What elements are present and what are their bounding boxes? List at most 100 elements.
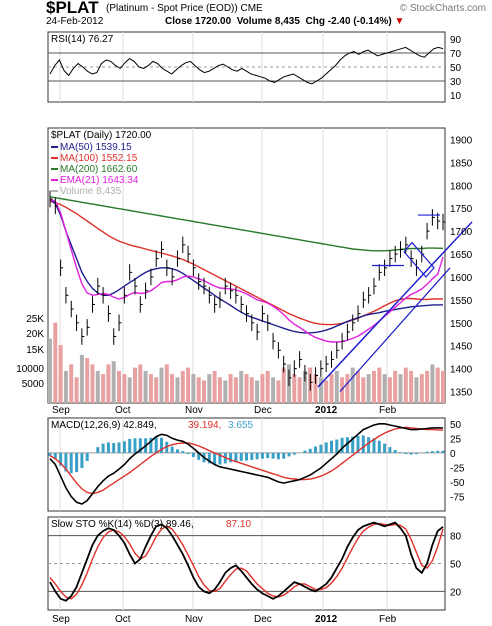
volume-bar-25 — [180, 370, 185, 403]
macd-hist-bar-36 — [239, 452, 243, 461]
volume-bar-64 — [387, 377, 392, 403]
rsi-line — [49, 46, 444, 85]
volume-bar-34 — [228, 374, 233, 403]
chart-header: $PLAT (Platinum - Spot Price (EOD)) CME … — [0, 0, 492, 30]
macd-hist-bar-67 — [404, 452, 408, 455]
volume-tick-label-2: 15K — [26, 345, 44, 356]
volume-bar-72 — [430, 364, 435, 403]
macd-tick-label-0: 50 — [450, 420, 462, 431]
macd-hist-bar-50 — [314, 446, 317, 453]
volume-bar-22 — [164, 364, 169, 403]
legend-item-2: MA(200) 1662.60 — [60, 164, 138, 175]
macd-hist-bar-32 — [218, 452, 222, 465]
price-x-label-0: Sep — [52, 405, 70, 416]
volume-bar-10 — [101, 374, 106, 403]
volume-bar-2 — [58, 345, 63, 403]
volume-bar-17 — [138, 364, 143, 403]
macd-hist-bar-49 — [308, 448, 312, 453]
macd-hist-bar-19 — [149, 437, 153, 453]
price-tick-label-4: 1550 — [450, 296, 473, 307]
macd-tick-label-5: -75 — [450, 492, 465, 503]
macd-hist-bar-54 — [335, 439, 339, 453]
price-tick-label-0: 1350 — [450, 388, 473, 399]
volume-bar-18 — [143, 370, 148, 403]
volume-bar-65 — [393, 370, 398, 403]
macd-signal-line — [49, 426, 444, 495]
trend-flag-pattern — [403, 241, 435, 278]
macd-title: MACD(12,26,9) 42.849, — [51, 420, 157, 431]
volume-bar-37 — [244, 374, 249, 403]
macd-hist-bar-24 — [176, 449, 179, 453]
volume-bar-29 — [202, 380, 206, 403]
price-tick-label-6: 1650 — [450, 250, 473, 261]
ma200-line — [49, 196, 444, 252]
macd-tick-label-4: -50 — [450, 478, 465, 489]
price-tick-label-7: 1700 — [450, 227, 473, 238]
macd-hist-bar-14 — [122, 441, 126, 453]
price-x-label-1: Oct — [115, 405, 131, 416]
volume-value: 8,435 — [274, 16, 300, 27]
volume-bar-43 — [276, 380, 281, 403]
price-tick-label-2: 1450 — [450, 342, 473, 353]
price-panel — [47, 127, 446, 404]
macd-hist-bar-34 — [229, 452, 233, 463]
volume-bar-36 — [239, 370, 244, 403]
volume-bar-35 — [233, 377, 238, 403]
volume-bar-1 — [53, 322, 58, 403]
macd-hist-value: 3.655 — [228, 420, 253, 431]
volume-bar-57 — [350, 367, 355, 403]
macd-hist-bar-63 — [383, 443, 387, 453]
trend-line-support — [317, 221, 473, 388]
macd-hist-bar-39 — [255, 452, 259, 460]
sto-x-label-5: Feb — [379, 614, 397, 625]
macd-hist-bar-57 — [351, 436, 355, 453]
volume-bar-66 — [398, 374, 403, 403]
rsi-title: RSI(14) 76.27 — [51, 34, 114, 45]
legend-item-4: Volume 8,435 — [60, 186, 122, 197]
volume-bar-53 — [329, 374, 334, 403]
sto-x-label-1: Oct — [115, 614, 131, 625]
volume-bar-59 — [361, 377, 366, 403]
price-tick-label-1: 1400 — [450, 365, 473, 376]
sto-title: Slow STO %K(14) %D(3) 89.46, — [51, 519, 194, 530]
volume-bar-52 — [324, 380, 329, 403]
volume-bar-41 — [265, 370, 270, 403]
rsi-tick-label-4: 90 — [450, 35, 462, 46]
exchange-label: CME — [240, 3, 263, 14]
volume-bar-6 — [79, 354, 84, 403]
macd-hist-bar-27 — [191, 452, 195, 457]
macd-hist-bar-6 — [80, 452, 84, 468]
volume-bar-7 — [85, 358, 90, 403]
volume-bar-14 — [122, 374, 127, 403]
macd-hist-bar-52 — [324, 442, 328, 453]
price-title: $PLAT (Daily) 1720.00 — [51, 130, 152, 141]
legend-item-0: MA(50) 1539.15 — [60, 142, 132, 153]
volume-label: Volume — [236, 16, 273, 27]
sto-x-label-3: Dec — [254, 614, 272, 625]
volume-bar-11 — [106, 364, 111, 403]
symbol-description: (Platinum - Spot Price (EOD)) — [106, 3, 238, 14]
volume-tick-label-1: 20K — [26, 329, 44, 340]
macd-hist-bar-40 — [260, 452, 264, 459]
volume-bar-61 — [372, 370, 376, 403]
volume-bar-40 — [260, 374, 265, 403]
macd-hist-bar-20 — [154, 436, 158, 453]
macd-hist-bar-12 — [112, 443, 116, 453]
volume-bar-9 — [95, 370, 100, 403]
macd-hist-bar-4 — [69, 452, 73, 474]
macd-hist-bar-31 — [213, 452, 217, 465]
volume-bar-68 — [409, 370, 414, 403]
macd-hist-bar-43 — [276, 452, 280, 460]
macd-hist-bar-37 — [245, 452, 248, 461]
volume-bar-46 — [292, 374, 297, 403]
macd-hist-bar-21 — [160, 437, 163, 453]
macd-hist-bar-62 — [377, 440, 381, 453]
volume-tick-label-3: 10000 — [16, 364, 44, 375]
macd-hist-bar-51 — [319, 444, 323, 453]
macd-hist-bar-69 — [414, 452, 418, 455]
macd-hist-bar-42 — [271, 452, 275, 459]
ma100-line — [49, 200, 444, 326]
volume-bar-71 — [425, 370, 430, 403]
macd-hist-bar-30 — [207, 452, 211, 464]
